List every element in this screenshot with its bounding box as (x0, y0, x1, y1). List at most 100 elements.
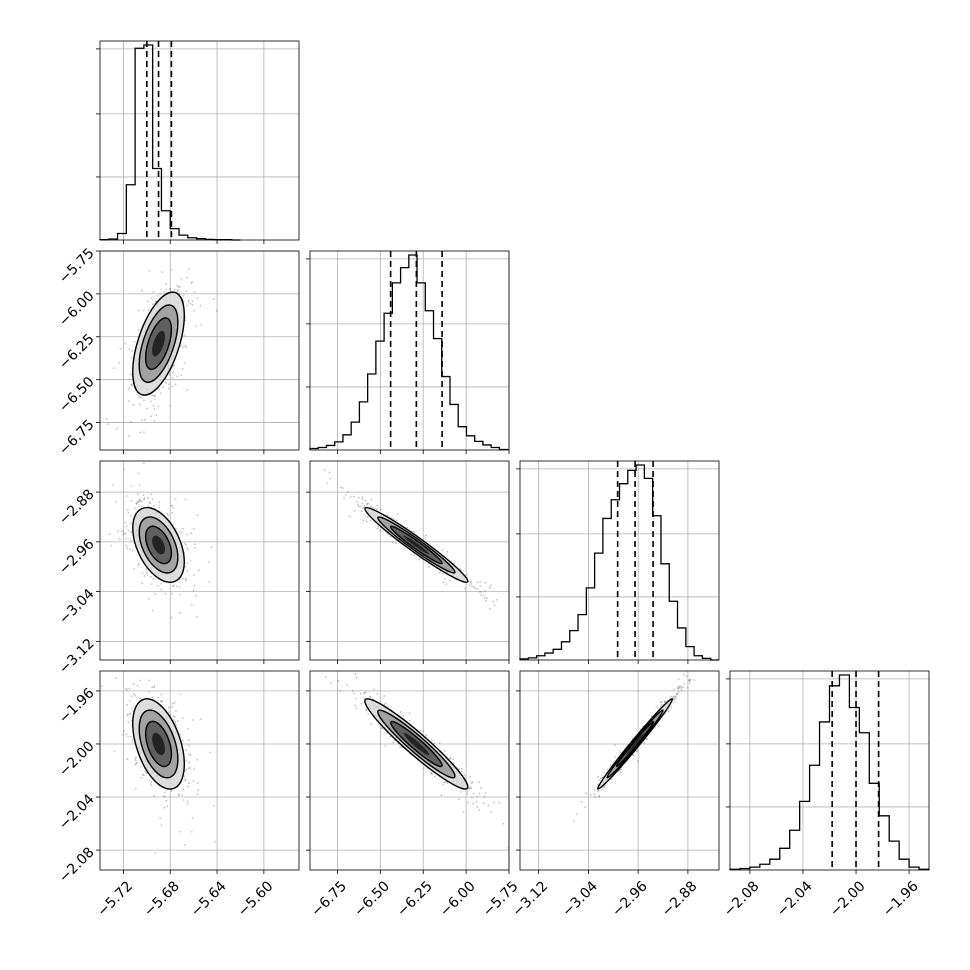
sample-point (143, 399, 145, 402)
sample-point (343, 497, 345, 499)
sample-point (176, 284, 179, 287)
sample-point (153, 685, 156, 687)
y-tick-label: −2.08 (56, 844, 98, 886)
sample-point (465, 573, 468, 576)
sample-point (135, 787, 137, 790)
y-tick-label: −2.88 (56, 486, 98, 528)
panel-content (108, 462, 213, 619)
sample-point (402, 715, 405, 717)
sample-point (139, 679, 142, 682)
y-tick-label: −6.75 (56, 417, 98, 459)
sample-point (182, 527, 185, 530)
y-tick-label: −1.96 (56, 685, 98, 727)
sample-point (370, 498, 373, 501)
histogram-step (519, 464, 719, 661)
sample-point (514, 610, 516, 612)
sample-point (636, 749, 639, 751)
y-tick-label: −5.75 (56, 245, 98, 287)
sample-point (187, 802, 189, 805)
sample-point (185, 290, 187, 293)
sample-point (399, 710, 402, 713)
sample-point (168, 373, 171, 376)
sample-point (127, 400, 130, 402)
sample-point (469, 580, 472, 583)
sample-point (115, 427, 118, 430)
sample-point (185, 346, 187, 349)
sample-point (212, 804, 215, 807)
sample-point (369, 519, 372, 522)
sample-point (366, 520, 368, 523)
sample-point (683, 682, 685, 685)
sample-point (209, 751, 212, 754)
sample-point (163, 806, 166, 809)
sample-point (135, 756, 137, 759)
sample-point (151, 696, 154, 698)
sample-point (487, 804, 490, 807)
sample-point (376, 504, 379, 507)
sample-point (632, 754, 634, 756)
sample-point (138, 505, 141, 508)
sample-point (466, 793, 469, 795)
sample-point (114, 500, 117, 503)
sample-point (471, 585, 473, 588)
sample-point (108, 533, 111, 536)
sample-point (672, 696, 675, 698)
sample-point (126, 714, 129, 717)
sample-point (200, 718, 203, 720)
sample-point (489, 584, 492, 587)
sample-point (130, 421, 132, 423)
sample-point (680, 689, 683, 692)
scatter-panel-0-2 (96, 460, 300, 664)
sample-point (132, 403, 135, 406)
panel-frame (519, 460, 720, 661)
sample-point (593, 793, 596, 795)
y-tick-label: −2.04 (56, 791, 98, 833)
sample-point (131, 350, 134, 352)
sample-point (196, 514, 199, 517)
y-tick-label: −6.25 (56, 331, 98, 373)
sample-point (462, 811, 465, 814)
sample-point (126, 509, 129, 511)
sample-point (178, 611, 181, 614)
sample-point (171, 702, 174, 705)
sample-point (130, 531, 133, 534)
sample-point (138, 484, 141, 486)
sample-point (384, 702, 387, 705)
sample-point (160, 700, 163, 703)
sample-point (143, 431, 145, 434)
sample-point (168, 383, 170, 386)
sample-point (130, 663, 132, 665)
sample-point (139, 697, 142, 699)
sample-point (468, 787, 470, 789)
sample-point (598, 779, 601, 782)
sample-point (129, 713, 132, 715)
sample-point (392, 741, 395, 744)
sample-point (688, 680, 691, 682)
sample-point (172, 584, 175, 587)
sample-point (191, 300, 194, 303)
panel-content (101, 663, 217, 854)
sample-point (164, 592, 167, 595)
sample-point (460, 770, 463, 773)
sample-point (131, 738, 134, 741)
sample-point (198, 569, 200, 572)
sample-point (423, 767, 425, 770)
sample-point (174, 383, 177, 386)
sample-point (193, 584, 196, 587)
sample-point (105, 417, 108, 420)
sample-point (373, 688, 376, 691)
sample-point (185, 768, 188, 771)
sample-point (389, 535, 392, 538)
sample-point (185, 547, 188, 549)
sample-point (148, 690, 151, 693)
sample-point (365, 708, 367, 711)
sample-point (172, 715, 175, 718)
sample-point (330, 682, 332, 685)
sample-point (150, 400, 153, 403)
sample-point (433, 742, 436, 745)
y-tick-label: −3.04 (56, 586, 98, 628)
sample-point (478, 591, 481, 593)
sample-point (127, 529, 130, 532)
sample-point (393, 739, 395, 742)
scatter-panel-1-3 (306, 670, 510, 874)
